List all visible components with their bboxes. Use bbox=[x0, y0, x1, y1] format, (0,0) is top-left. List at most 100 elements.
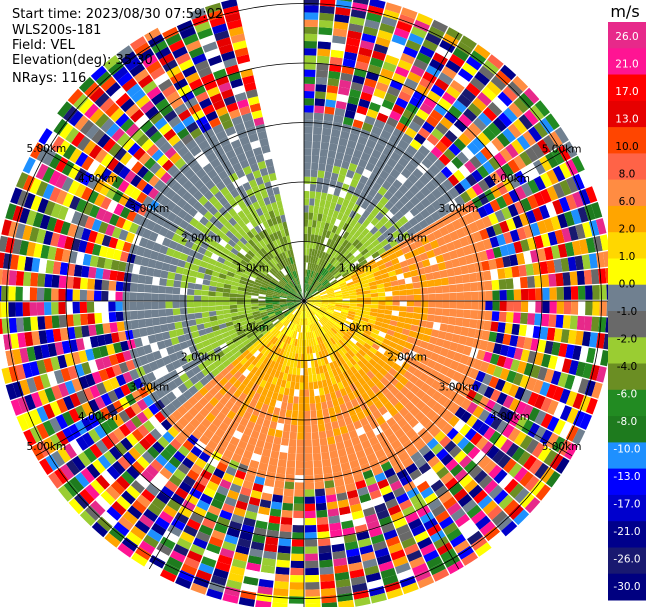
velocity-gate bbox=[111, 501, 127, 516]
velocity-gate bbox=[201, 556, 217, 568]
velocity-gate bbox=[310, 176, 317, 185]
velocity-gate bbox=[393, 220, 403, 230]
velocity-gate bbox=[439, 226, 449, 237]
velocity-gate bbox=[191, 264, 200, 272]
velocity-gate bbox=[523, 251, 533, 264]
velocity-gate bbox=[242, 206, 251, 216]
velocity-gate bbox=[167, 524, 183, 537]
velocity-gate bbox=[122, 371, 133, 384]
velocity-gate bbox=[375, 159, 386, 170]
velocity-gate bbox=[305, 303, 311, 309]
velocity-gate bbox=[245, 312, 253, 318]
velocity-gate bbox=[287, 242, 293, 250]
velocity-gate bbox=[312, 212, 318, 221]
velocity-gate bbox=[129, 243, 139, 255]
velocity-gate bbox=[419, 77, 434, 90]
velocity-gate bbox=[383, 220, 393, 230]
velocity-gate bbox=[94, 312, 103, 324]
velocity-gate bbox=[304, 33, 318, 42]
velocity-gate bbox=[131, 200, 142, 213]
velocity-gate bbox=[394, 428, 406, 439]
velocity-gate bbox=[356, 530, 370, 541]
velocity-gate bbox=[346, 281, 355, 287]
velocity-gate bbox=[325, 363, 332, 372]
velocity-gate bbox=[382, 61, 397, 73]
velocity-gate bbox=[150, 342, 160, 353]
velocity-gate bbox=[270, 249, 277, 258]
velocity-gate bbox=[540, 397, 553, 413]
velocity-gate bbox=[152, 223, 163, 234]
velocity-gate bbox=[207, 55, 223, 67]
velocity-gate bbox=[371, 50, 386, 61]
velocity-gate bbox=[420, 486, 434, 499]
velocity-gate bbox=[380, 386, 390, 396]
velocity-gate bbox=[359, 129, 371, 139]
velocity-gate bbox=[68, 408, 81, 423]
velocity-gate bbox=[144, 275, 153, 285]
velocity-gate bbox=[89, 255, 99, 267]
velocity-gate bbox=[328, 295, 336, 299]
velocity-gate bbox=[395, 97, 409, 109]
velocity-gate bbox=[546, 327, 556, 341]
velocity-gate bbox=[133, 337, 143, 348]
velocity-gate bbox=[205, 220, 215, 231]
velocity-gate bbox=[301, 318, 304, 326]
velocity-gate bbox=[163, 128, 177, 141]
velocity-gate bbox=[278, 207, 285, 216]
velocity-gate bbox=[369, 489, 382, 500]
velocity-gate bbox=[193, 211, 204, 222]
velocity-gate bbox=[270, 368, 277, 377]
velocity-gate bbox=[269, 508, 282, 517]
velocity-gate bbox=[432, 322, 441, 331]
velocity-gate bbox=[379, 395, 390, 406]
velocity-gate bbox=[201, 301, 209, 307]
velocity-gate bbox=[230, 312, 239, 317]
velocity-gate bbox=[188, 46, 204, 59]
velocity-gate bbox=[90, 479, 105, 495]
velocity-gate bbox=[366, 243, 375, 252]
velocity-gate bbox=[313, 314, 319, 322]
velocity-gate bbox=[406, 295, 415, 301]
velocity-gate bbox=[186, 550, 203, 563]
velocity-gate bbox=[86, 290, 95, 301]
velocity-gate bbox=[452, 352, 463, 363]
velocity-gate bbox=[455, 317, 464, 327]
velocity-gate bbox=[93, 164, 106, 178]
velocity-gate bbox=[435, 254, 445, 264]
velocity-gate bbox=[342, 296, 350, 299]
velocity-gate bbox=[10, 187, 23, 205]
velocity-gate bbox=[311, 345, 316, 354]
velocity-gate bbox=[344, 385, 353, 395]
velocity-gate bbox=[288, 293, 295, 298]
velocity-gate bbox=[506, 301, 515, 312]
velocity-gate bbox=[171, 398, 182, 410]
velocity-gate bbox=[369, 57, 384, 68]
velocity-gate bbox=[314, 481, 325, 490]
velocity-gate bbox=[147, 446, 160, 459]
velocity-gate bbox=[122, 292, 130, 301]
velocity-gate bbox=[260, 337, 268, 345]
velocity-gate bbox=[297, 293, 303, 299]
velocity-gate bbox=[384, 260, 393, 268]
range-ring-label: 3.00km bbox=[130, 381, 170, 393]
velocity-gate bbox=[74, 420, 88, 436]
colorbar-tick-label: -4.0 bbox=[617, 361, 638, 373]
velocity-gate bbox=[389, 320, 398, 327]
velocity-gate bbox=[175, 52, 191, 65]
velocity-gate bbox=[29, 178, 42, 195]
velocity-gate bbox=[109, 446, 123, 461]
velocity-gate bbox=[223, 449, 234, 460]
velocity-gate bbox=[513, 509, 530, 526]
velocity-gate bbox=[258, 324, 267, 331]
velocity-gate bbox=[338, 599, 355, 607]
colorbar-tick-label: -2.0 bbox=[617, 334, 638, 346]
velocity-gate bbox=[496, 515, 513, 531]
velocity-gate bbox=[527, 276, 536, 288]
velocity-gate bbox=[246, 466, 258, 476]
velocity-gate bbox=[31, 331, 41, 346]
velocity-gate bbox=[152, 548, 169, 563]
velocity-gate bbox=[245, 172, 255, 182]
velocity-gate bbox=[254, 279, 263, 284]
velocity-gate bbox=[12, 238, 22, 255]
velocity-gate bbox=[67, 223, 78, 238]
